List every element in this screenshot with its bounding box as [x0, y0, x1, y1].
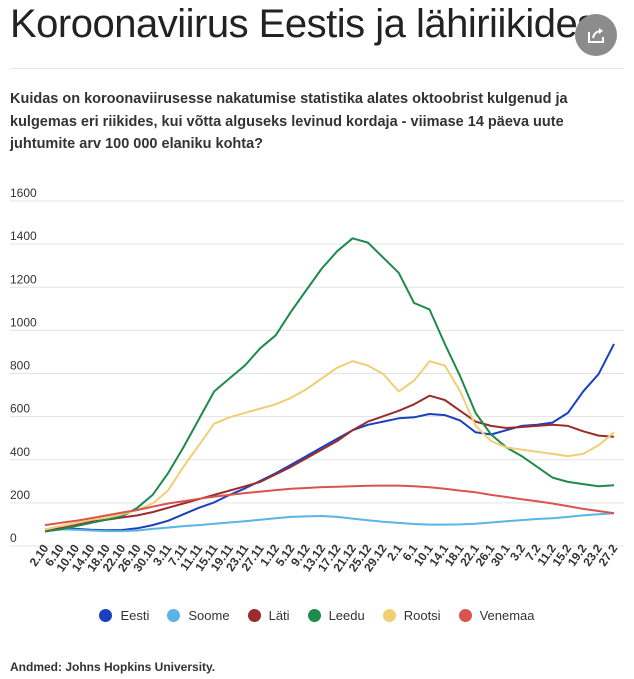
legend-marker [247, 609, 261, 622]
y-tick-label: 0 [10, 531, 17, 545]
legend-item-soome[interactable]: Soome [167, 608, 230, 623]
legend-label: Rootsi [403, 608, 441, 623]
series-line-läti [44, 394, 615, 533]
legend-item-rootsi[interactable]: Rootsi [382, 608, 441, 623]
legend-marker [307, 609, 321, 622]
legend-marker [167, 609, 181, 622]
legend-marker [382, 609, 396, 622]
legend-item-läti[interactable]: Läti [247, 608, 290, 623]
line-chart: 020040060080010001200140016002.106.1010.… [10, 186, 624, 574]
y-tick-label: 1400 [10, 229, 37, 243]
legend-label: Soome [188, 608, 230, 623]
series-line-soome [45, 512, 615, 533]
page-title: Koroonaviirus Eestis ja lähiriikides [10, 2, 597, 46]
y-tick-label: 1000 [10, 315, 37, 329]
series-line-leedu [44, 237, 615, 533]
y-tick-label: 600 [10, 402, 30, 416]
data-source: Andmed: Johns Hopkins University. [10, 660, 216, 674]
legend-marker [99, 609, 113, 622]
legend-item-leedu[interactable]: Leedu [307, 608, 365, 623]
legend-label: Venemaa [479, 608, 535, 623]
legend-item-venemaa[interactable]: Venemaa [458, 608, 535, 623]
share-button[interactable] [575, 14, 617, 56]
legend-item-eesti[interactable]: Eesti [99, 608, 149, 623]
legend-label: Läti [268, 608, 290, 623]
header-divider [10, 68, 624, 69]
legend-label: Eesti [120, 608, 150, 623]
y-tick-label: 800 [10, 359, 30, 373]
legend-label: Leedu [328, 608, 365, 623]
y-tick-label: 1600 [10, 186, 37, 200]
share-icon [588, 28, 604, 43]
legend-marker [458, 609, 472, 622]
chart-legend: Eesti Soome Läti Leedu Rootsi Venemaa [0, 608, 634, 623]
y-tick-label: 1200 [10, 272, 37, 286]
y-tick-label: 200 [10, 488, 30, 502]
y-tick-label: 400 [10, 445, 30, 459]
chart-subtitle: Kuidas on koroonaviirusesse nakatumise s… [10, 91, 568, 152]
series-line-venemaa [44, 484, 615, 527]
